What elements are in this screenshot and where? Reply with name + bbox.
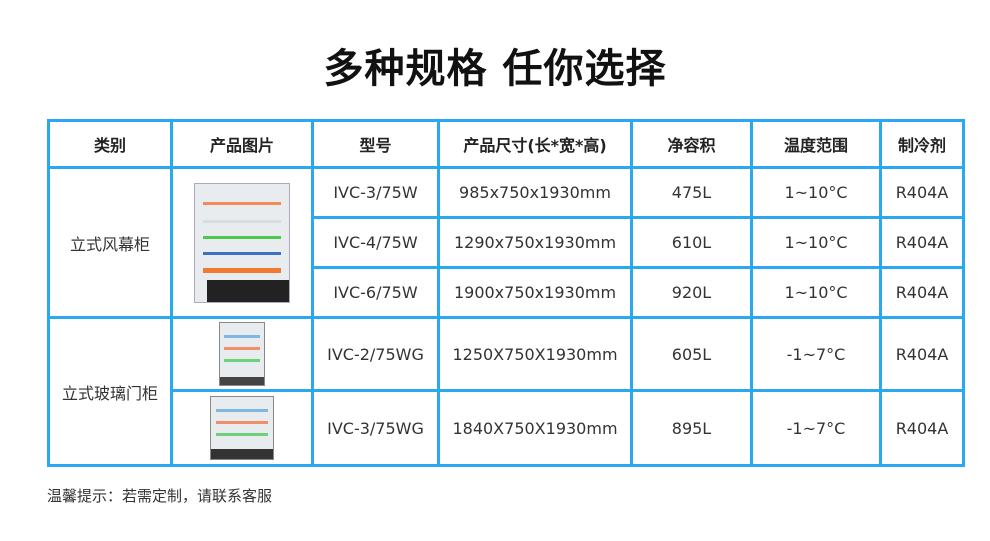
model-cell: IVC-4/75W [311,216,440,269]
temp-cell: -1~7°C [750,316,882,392]
product-image-cell [170,166,314,319]
volume-cell: 605L [630,316,753,392]
page-title: 多种规格 任你选择 [323,46,667,92]
header-cell: 类别 [47,119,173,169]
volume-cell: 895L [630,389,753,467]
table-row: IVC-6/75W 1900x750x1930mm 920L 1~10°C R4… [49,266,965,319]
model-cell: IVC-6/75W [311,266,440,319]
size-cell: 1290x750x1930mm [437,216,633,269]
product-image-cell [170,389,314,467]
header-cell: 产品图片 [170,119,314,169]
model-cell: IVC-3/75WG [311,389,440,467]
open-air-curtain-cabinet-image [194,182,290,303]
temp-cell: 1~10°C [750,216,882,269]
model-cell: IVC-3/75W [311,166,440,219]
header-cell: 制冷剂 [879,119,965,169]
refrigerant-cell: R404A [879,389,965,467]
refrigerant-cell: R404A [879,216,965,269]
refrigerant-cell: R404A [879,266,965,319]
volume-cell: 475L [630,166,753,219]
size-cell: 1840X750X1930mm [437,389,633,467]
header-cell: 产品尺寸(长*宽*高) [437,119,633,169]
tip-note: 温馨提示：若需定制，请联系客服 [47,487,273,505]
volume-cell: 610L [630,216,753,269]
size-cell: 985x750x1930mm [437,166,633,219]
header-cell: 温度范围 [750,119,882,169]
temp-cell: -1~7°C [750,389,882,467]
temp-cell: 1~10°C [750,166,882,219]
size-cell: 1250X750X1930mm [437,316,633,392]
header-cell: 净容积 [630,119,753,169]
category-cell: 立式玻璃门柜 [47,316,173,467]
refrigerant-cell: R404A [879,166,965,219]
temp-cell: 1~10°C [750,266,882,319]
size-cell: 1900x750x1930mm [437,266,633,319]
spec-table: 类别 产品图片 型号 产品尺寸(长*宽*高) 净容积 温度范围 制冷剂 立式风幕… [47,119,965,467]
refrigerant-cell: R404A [879,316,965,392]
table-row: IVC-4/75W 1290x750x1930mm 610L 1~10°C R4… [49,216,965,269]
table-header-row: 类别 产品图片 型号 产品尺寸(长*宽*高) 净容积 温度范围 制冷剂 [47,119,965,169]
volume-cell: 920L [630,266,753,319]
category-cell: 立式风幕柜 [47,166,173,319]
table-row: 立式风幕柜 IVC-3/75W 985x750x1930mm 475L 1~10… [47,166,965,319]
header-cell: 型号 [311,119,440,169]
table-row: IVC-3/75WG 1840X750X1930mm 895L -1~7°C R… [49,389,965,467]
product-image-cell [170,316,314,392]
glass-door-cabinet-image [210,396,274,460]
table-row: 立式玻璃门柜 IVC-2/75WG 1250X750X1930mm 605L -… [47,316,965,467]
glass-door-cabinet-image [219,322,265,386]
model-cell: IVC-2/75WG [311,316,440,392]
